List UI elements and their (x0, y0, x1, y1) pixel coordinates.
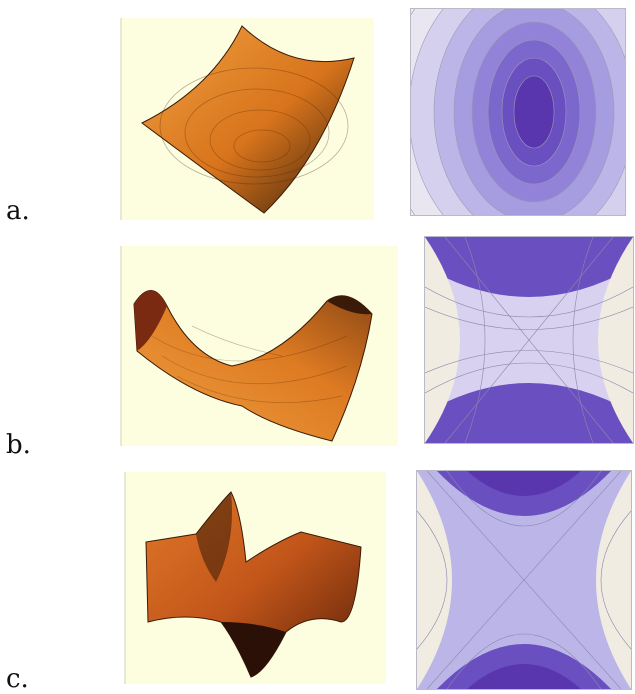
row-label-c: c. (6, 664, 29, 694)
row-label-a: a. (6, 196, 30, 226)
row-label-b: b. (6, 430, 31, 460)
surface-plot-c (126, 472, 386, 684)
contour-plot-a (410, 8, 626, 216)
contour-plot-b (424, 236, 634, 444)
surface-plot-b (122, 246, 398, 446)
surface-plot-a (122, 18, 374, 220)
contour-plot-c (416, 470, 632, 690)
